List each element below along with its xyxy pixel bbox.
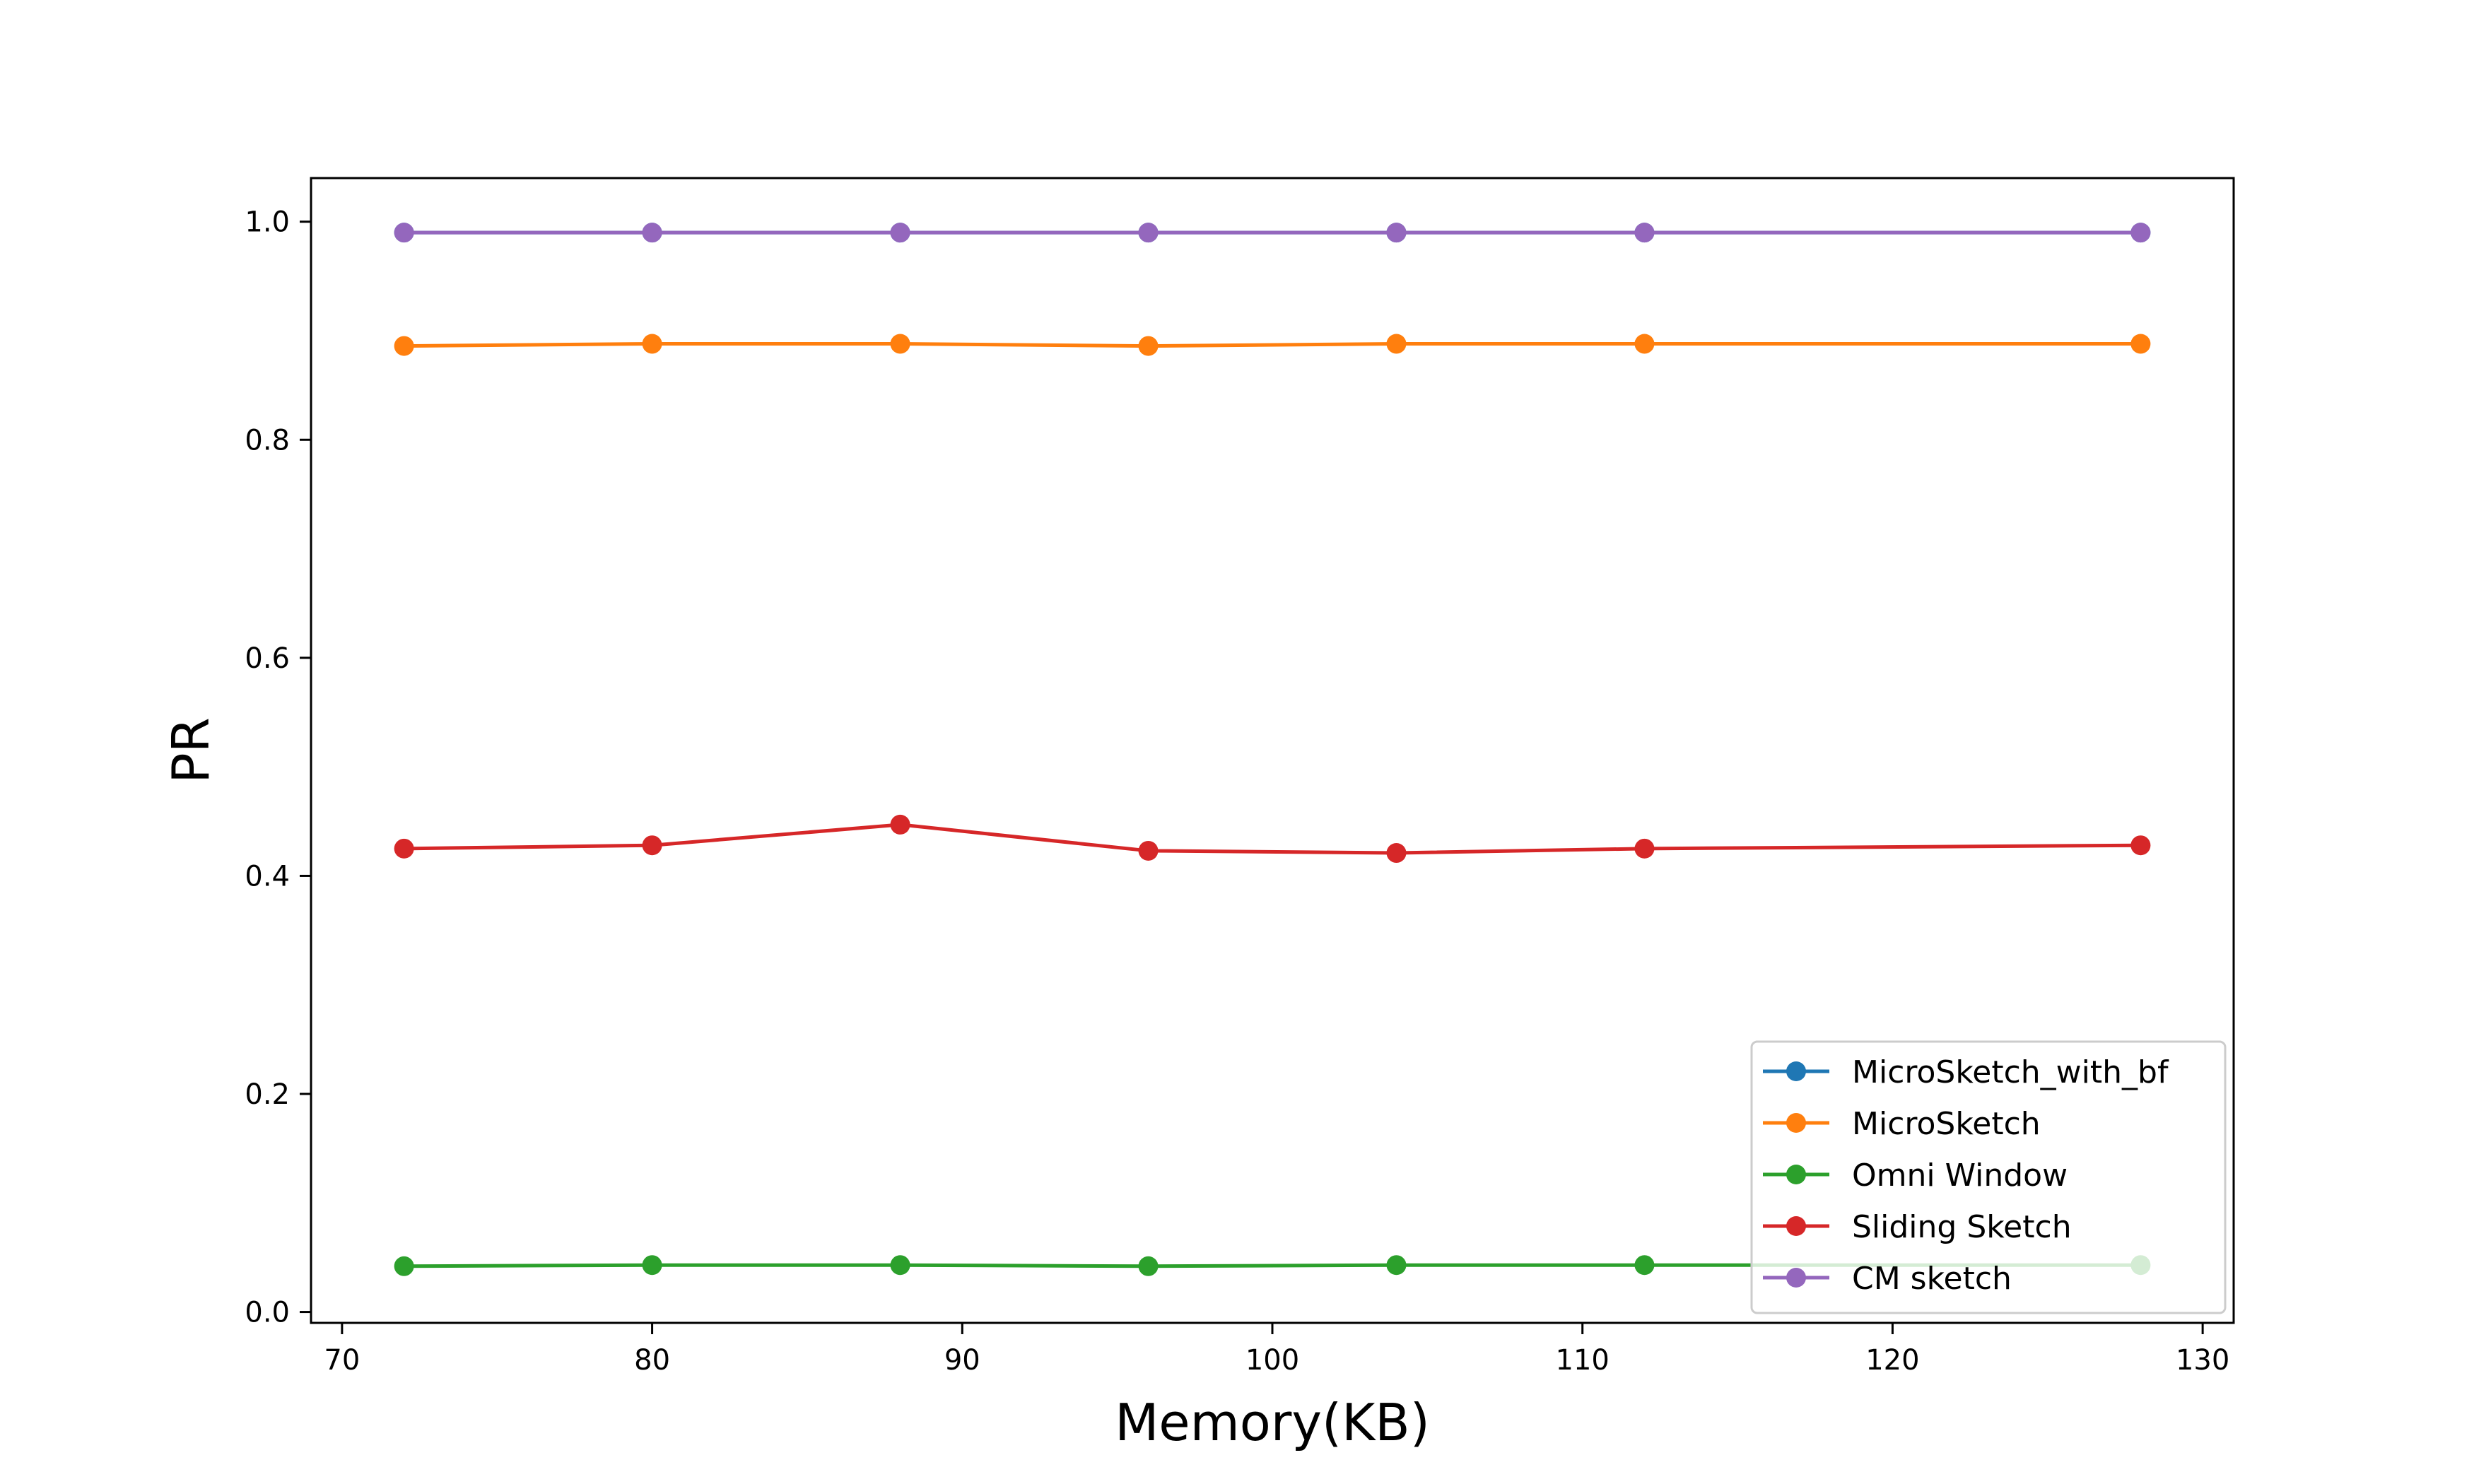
x-tick-label: 90 xyxy=(944,1344,980,1377)
legend-item: Omni Window xyxy=(1763,1158,2068,1194)
y-tick-label: 0.8 xyxy=(245,424,290,457)
data-point xyxy=(890,814,910,835)
data-point xyxy=(642,334,662,354)
data-point xyxy=(1634,223,1655,243)
legend-label: MicroSketch xyxy=(1852,1106,2041,1142)
data-point xyxy=(642,1255,662,1276)
legend-label: CM sketch xyxy=(1852,1261,2012,1297)
series-microsketch xyxy=(394,334,2151,356)
data-point xyxy=(1386,1255,1407,1276)
data-point xyxy=(1138,223,1159,243)
data-point xyxy=(1386,843,1407,864)
data-point xyxy=(394,336,414,356)
plot-frame xyxy=(310,177,2235,1324)
legend-label: Omni Window xyxy=(1852,1158,2068,1194)
data-point xyxy=(890,223,910,243)
data-point xyxy=(1138,336,1159,356)
x-axis: 70 80 90 100 110 120 130 xyxy=(324,1323,2229,1377)
data-point xyxy=(394,838,414,859)
x-tick-label: 100 xyxy=(1245,1344,1299,1377)
y-tick-label: 0.4 xyxy=(245,860,290,893)
data-point xyxy=(1634,334,1655,354)
legend-marker xyxy=(1786,1061,1806,1081)
legend-marker xyxy=(1786,1268,1806,1288)
y-tick-label: 0.6 xyxy=(245,642,290,675)
x-tick-label: 70 xyxy=(324,1344,360,1377)
data-point xyxy=(1138,840,1159,861)
series-layer xyxy=(394,223,2151,1276)
legend: MicroSketch_with_bf MicroSketch Omni Windo… xyxy=(1750,1040,2227,1314)
data-point xyxy=(2130,334,2151,354)
legend-item: CM sketch xyxy=(1763,1261,2012,1297)
legend-marker xyxy=(1786,1216,1806,1236)
x-axis-title: Memory(KB) xyxy=(1115,1393,1430,1452)
data-point xyxy=(642,223,662,243)
y-tick-label: 1.0 xyxy=(245,206,290,239)
data-point xyxy=(642,835,662,856)
data-point xyxy=(394,1256,414,1276)
data-point xyxy=(1386,334,1407,354)
legend-marker xyxy=(1786,1165,1806,1184)
series-sliding-sketch xyxy=(394,814,2151,864)
data-point xyxy=(2130,835,2151,856)
legend-label: Sliding Sketch xyxy=(1852,1209,2072,1245)
y-axis-title: PR xyxy=(161,717,221,783)
data-point xyxy=(2130,223,2151,243)
x-tick-label: 110 xyxy=(1556,1344,1610,1377)
data-point xyxy=(1634,1255,1655,1276)
legend-item: MicroSketch xyxy=(1763,1106,2041,1142)
data-point xyxy=(1634,838,1655,859)
y-tick-label: 0.2 xyxy=(245,1078,290,1111)
data-point xyxy=(890,1255,910,1276)
y-tick-label: 0.0 xyxy=(245,1297,290,1329)
legend-marker xyxy=(1786,1113,1806,1133)
legend-box xyxy=(1750,1040,2227,1314)
series-cm-sketch xyxy=(394,223,2151,243)
data-point xyxy=(890,334,910,354)
data-point xyxy=(1138,1256,1159,1276)
x-tick-label: 80 xyxy=(634,1344,670,1377)
y-axis: 0.0 0.2 0.4 0.6 0.8 1.0 xyxy=(245,206,311,1329)
legend-item: MicroSketch_with_bf xyxy=(1763,1054,2169,1090)
legend-label: MicroSketch_with_bf xyxy=(1852,1054,2169,1090)
data-point xyxy=(394,223,414,243)
x-tick-label: 130 xyxy=(2176,1344,2229,1377)
legend-item: Sliding Sketch xyxy=(1763,1209,2072,1245)
data-point xyxy=(1386,223,1407,243)
x-tick-label: 120 xyxy=(1865,1344,1919,1377)
